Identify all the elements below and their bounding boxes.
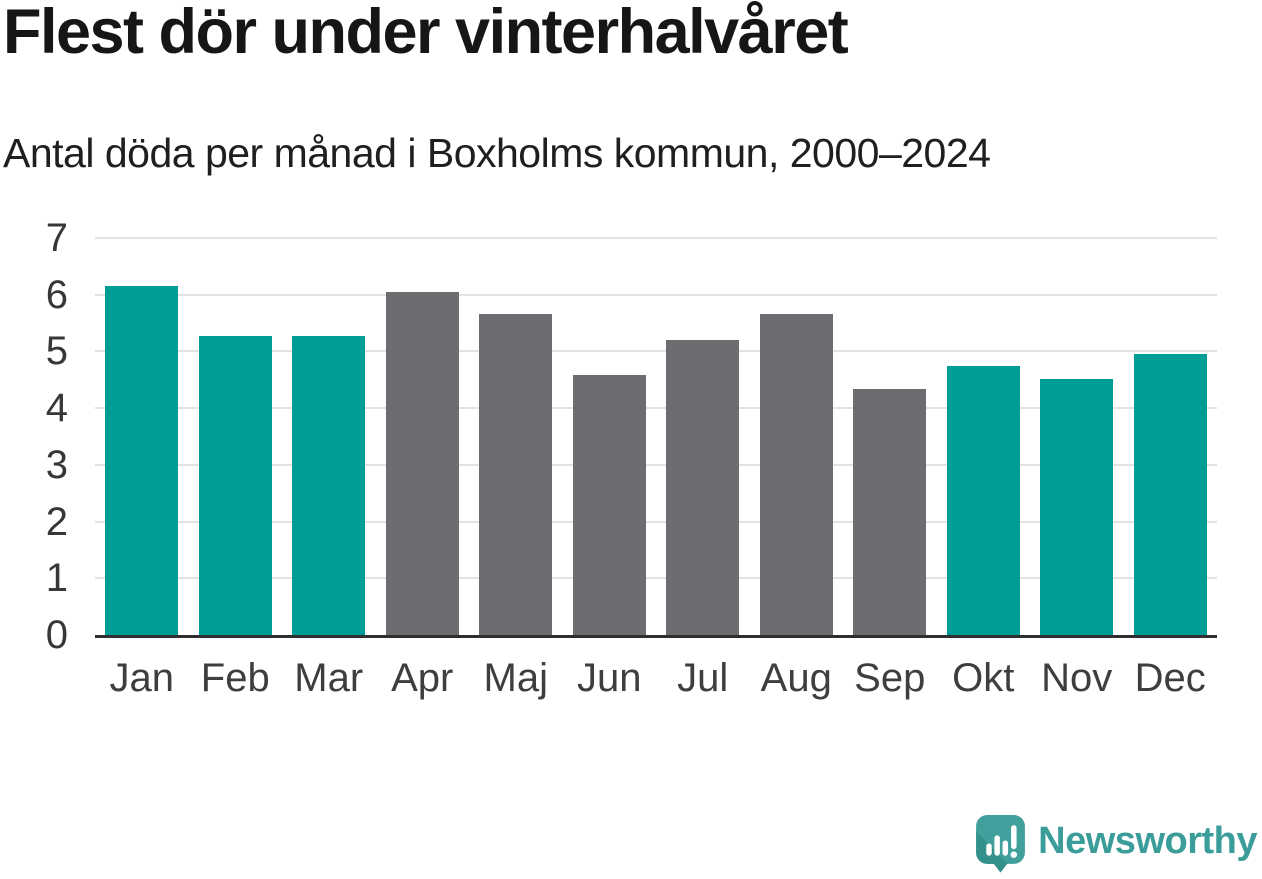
x-tick-label-apr: Apr bbox=[391, 656, 454, 700]
bar-series bbox=[95, 238, 1217, 635]
y-axis-labels: 0 1 2 3 4 5 6 7 bbox=[0, 218, 68, 655]
bar-aug bbox=[759, 314, 833, 635]
y-tick-label-2: 2 bbox=[45, 499, 68, 544]
y-gridline-1 bbox=[95, 577, 1217, 580]
bar-column-apr bbox=[376, 238, 470, 635]
plot-area bbox=[95, 237, 1217, 638]
y-tick-label-1: 1 bbox=[45, 556, 68, 601]
bar-mar bbox=[292, 336, 366, 635]
logo-mini-bars bbox=[986, 825, 1018, 858]
newsworthy-logo: Newsworthy bbox=[976, 815, 1257, 873]
newsworthy-logo-text: Newsworthy bbox=[1038, 820, 1257, 862]
y-tick-label-5: 5 bbox=[45, 329, 68, 374]
bar-column-aug bbox=[750, 238, 844, 635]
bar-column-maj bbox=[469, 238, 563, 635]
bar-jul bbox=[666, 340, 740, 635]
bar-column-okt bbox=[937, 238, 1031, 635]
bar-column-jul bbox=[656, 238, 750, 635]
x-axis-labels: Jan Feb Mar Apr Maj Jun Jul Aug Sep Okt Nov Dec bbox=[95, 658, 1217, 698]
bar-column-mar bbox=[282, 238, 376, 635]
y-gridline-4 bbox=[95, 407, 1217, 410]
y-tick-label-3: 3 bbox=[45, 442, 68, 487]
x-tick-label-nov: Nov bbox=[1041, 656, 1113, 700]
bar-feb bbox=[198, 336, 272, 635]
bar-jun bbox=[572, 374, 646, 635]
x-tick-label-jun: Jun bbox=[577, 656, 642, 700]
bar-column-feb bbox=[189, 238, 283, 635]
x-tick-label-jul: Jul bbox=[677, 656, 729, 700]
y-tick-label-6: 6 bbox=[45, 272, 68, 317]
y-tick-label-7: 7 bbox=[45, 216, 68, 260]
y-gridline-5 bbox=[95, 350, 1217, 353]
chart-title: Flest dör under vinterhalvåret bbox=[3, 0, 849, 67]
x-tick-label-feb: Feb bbox=[200, 656, 270, 700]
y-tick-label-0: 0 bbox=[45, 613, 68, 657]
bar-nov bbox=[1040, 379, 1114, 635]
bar-maj bbox=[479, 314, 553, 635]
chart-subtitle: Antal döda per månad i Boxholms kommun, … bbox=[3, 130, 991, 176]
bar-sep bbox=[853, 389, 927, 635]
y-gridline-2 bbox=[95, 520, 1217, 523]
x-tick-label-dec: Dec bbox=[1134, 656, 1206, 700]
bar-okt bbox=[946, 365, 1020, 635]
x-tick-label-maj: Maj bbox=[483, 656, 548, 700]
bar-column-jun bbox=[563, 238, 657, 635]
bar-column-jan bbox=[95, 238, 189, 635]
y-gridline-3 bbox=[95, 463, 1217, 466]
x-tick-label-jan: Jan bbox=[109, 656, 175, 700]
bar-jan bbox=[105, 285, 179, 635]
y-gridline-6 bbox=[95, 293, 1217, 296]
bar-column-nov bbox=[1030, 238, 1124, 635]
bar-dec bbox=[1133, 353, 1207, 635]
x-tick-label-mar: Mar bbox=[294, 656, 364, 700]
newsworthy-chart-speech-bubble-icon bbox=[976, 815, 1026, 873]
bar-column-dec bbox=[1124, 238, 1218, 635]
x-tick-label-sep: Sep bbox=[854, 656, 926, 700]
y-gridline-7 bbox=[95, 237, 1217, 239]
bar-column-sep bbox=[843, 238, 937, 635]
bar-apr bbox=[385, 292, 459, 635]
y-tick-label-4: 4 bbox=[45, 386, 68, 431]
x-tick-label-okt: Okt bbox=[952, 656, 1015, 700]
x-tick-label-aug: Aug bbox=[760, 656, 832, 700]
